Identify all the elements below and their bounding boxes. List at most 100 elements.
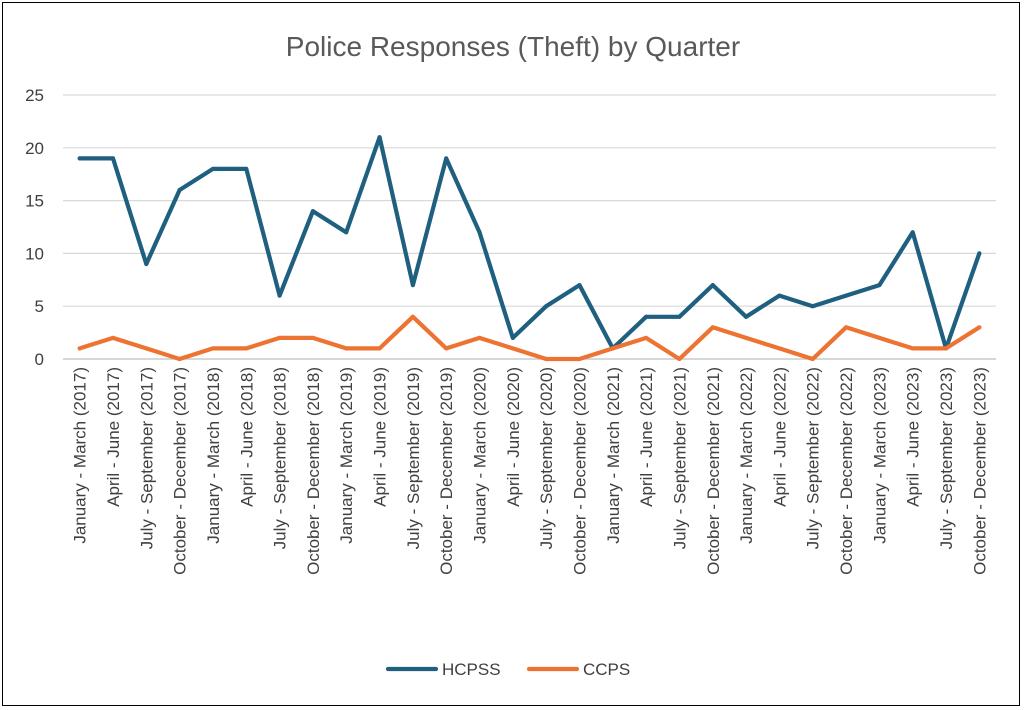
chart-title: Police Responses (Theft) by Quarter [286,31,740,62]
data-point [944,346,949,351]
data-point [744,335,749,340]
data-point [844,293,849,298]
data-point [644,314,649,319]
x-tick-label: July - September (2020) [537,367,556,549]
data-point [910,346,915,351]
data-point [210,166,215,171]
data-point [410,283,415,288]
line-chart: Police Responses (Theft) by Quarter 0 5 10… [25,31,996,679]
x-tick-label: April - June (2020) [504,367,523,507]
x-tick-label: April - June (2021) [637,367,656,507]
data-point [144,346,149,351]
x-tick-label: July - September (2021) [670,367,689,549]
data-point [344,346,349,351]
y-tick-label: 15 [25,192,44,211]
data-point [810,357,815,361]
data-point [710,283,715,288]
x-tick-label: January - March (2019) [337,367,356,544]
x-tick-label: July - September (2022) [804,367,823,549]
legend: HCPSS CCPS [385,660,630,679]
series-line-ccps [77,314,982,362]
gridlines [63,94,996,360]
y-tick-label: 20 [25,139,44,158]
x-tick-label: October - December (2022) [837,367,856,575]
x-tick-label: July - September (2023) [937,367,956,549]
data-point [844,325,849,330]
x-tick-label: January - March (2022) [737,367,756,544]
x-tick-label: October - December (2020) [570,367,589,575]
data-point [344,230,349,235]
data-point [477,230,482,235]
data-point [310,335,315,340]
data-point [444,346,449,351]
data-point [444,156,449,161]
data-point [744,314,749,319]
y-axis-ticks: 0 5 10 15 20 25 [25,86,44,369]
x-tick-label: October - December (2017) [171,367,190,575]
x-tick-label: April - June (2022) [770,367,789,507]
x-tick-label: January - March (2021) [604,367,623,544]
y-tick-label: 25 [25,86,44,105]
data-point [544,357,549,361]
data-point [277,293,282,298]
data-point [210,346,215,351]
data-point [410,314,415,319]
x-tick-label: October - December (2023) [970,367,989,575]
data-point [577,357,582,361]
x-tick-label: October - December (2021) [704,367,723,575]
data-point [244,166,249,171]
data-point [577,283,582,288]
x-tick-label: April - June (2019) [371,367,390,507]
x-tick-label: January - March (2020) [471,367,490,544]
x-tick-label: October - December (2019) [437,367,456,575]
x-tick-label: January - March (2017) [71,367,90,544]
x-tick-label: October - December (2018) [304,367,323,575]
data-point [877,283,882,288]
data-point [144,261,149,266]
x-tick-label: April - June (2023) [904,367,923,507]
data-point [477,335,482,340]
legend-label: HCPSS [442,660,501,679]
data-point [177,188,182,193]
data-point [510,335,515,340]
data-point [177,357,182,361]
x-tick-label: April - June (2017) [104,367,123,507]
data-point [544,304,549,309]
x-tick-label: July - September (2018) [271,367,290,549]
x-axis-ticks: January - March (2017) April - June (2017… [71,367,990,575]
data-point [810,304,815,309]
data-point [77,156,82,161]
data-point [610,346,615,351]
data-point [710,325,715,330]
data-point [644,335,649,340]
data-point [377,346,382,351]
y-tick-label: 10 [25,244,44,263]
data-point [244,346,249,351]
y-tick-label: 5 [35,297,44,316]
data-point [877,335,882,340]
data-point [110,335,115,340]
x-tick-label: July - September (2019) [404,367,423,549]
x-tick-label: July - September (2017) [137,367,156,549]
series-line-hcpss [77,135,982,351]
data-point [110,156,115,161]
data-point [310,209,315,214]
data-point [977,251,982,256]
data-point [777,346,782,351]
x-tick-label: January - March (2023) [870,367,889,544]
data-point [977,325,982,330]
legend-label: CCPS [583,660,630,679]
data-point [910,230,915,235]
data-point [677,314,682,319]
x-tick-label: January - March (2018) [204,367,223,544]
data-point [77,346,82,351]
data-point [510,346,515,351]
data-point [377,135,382,140]
y-tick-label: 0 [35,350,44,369]
data-point [777,293,782,298]
data-point [277,335,282,340]
x-tick-label: April - June (2018) [237,367,256,507]
data-point [677,357,682,361]
series-lines [77,135,982,362]
